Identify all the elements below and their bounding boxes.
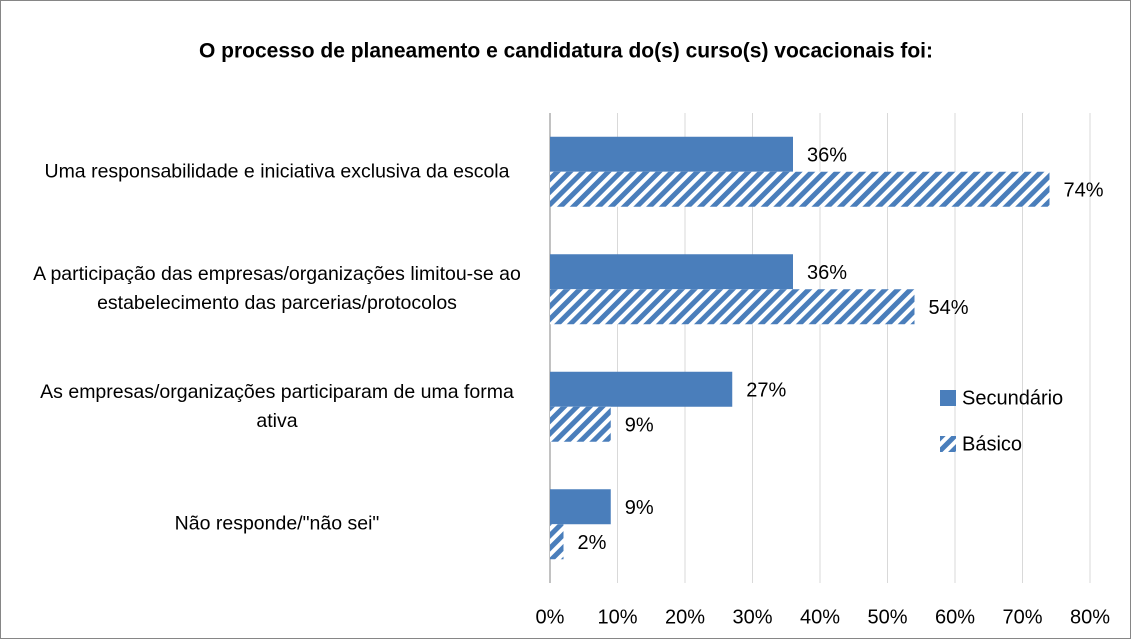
category-label: As empresas/organizações participaram de…: [40, 380, 514, 432]
x-tick-label: 0%: [536, 606, 565, 628]
bar: [550, 171, 1050, 207]
legend-swatch: [940, 390, 956, 406]
legend-label: Secundário: [962, 387, 1063, 409]
bar: [550, 489, 611, 525]
bar: [550, 524, 564, 560]
x-tick-label: 10%: [597, 606, 637, 628]
bar: [550, 254, 793, 290]
chart-title: O processo de planeamento e candidatura …: [199, 40, 933, 63]
bar: [550, 371, 733, 407]
x-tick-label: 30%: [732, 606, 772, 628]
x-tick-label: 50%: [867, 606, 907, 628]
x-tick-label: 40%: [800, 606, 840, 628]
value-label: 36%: [807, 145, 847, 167]
value-label: 36%: [807, 262, 847, 284]
value-label: 27%: [746, 380, 786, 402]
legend-swatch: [940, 436, 956, 452]
value-label: 9%: [625, 415, 654, 437]
x-tick-label: 60%: [935, 606, 975, 628]
bar: [550, 289, 915, 325]
bar: [550, 406, 611, 442]
value-label: 9%: [625, 497, 654, 519]
value-label: 54%: [929, 297, 969, 319]
bar: [550, 136, 793, 172]
x-tick-label: 70%: [1002, 606, 1042, 628]
category-label: A participação das empresas/organizações…: [33, 263, 521, 315]
category-label: Não responde/"não sei": [174, 512, 380, 535]
x-tick-label: 20%: [665, 606, 705, 628]
value-label: 74%: [1064, 180, 1104, 202]
legend-label: Básico: [962, 433, 1022, 455]
value-label: 2%: [578, 532, 607, 554]
category-label: Uma responsabilidade e iniciativa exclus…: [44, 160, 510, 183]
x-tick-label: 80%: [1070, 606, 1110, 628]
